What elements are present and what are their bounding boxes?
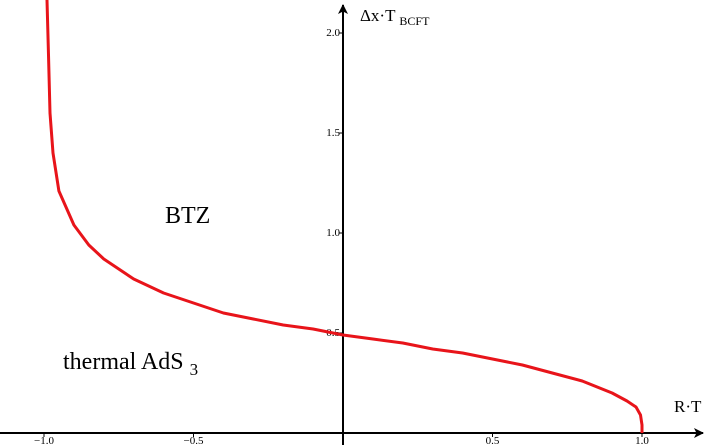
annotation-btz: BTZ [165, 203, 210, 229]
y-tick-label: 1.0 [326, 227, 340, 239]
annotation-thermal-ads-main: thermal AdS [63, 349, 184, 375]
x-axis-label: R·T [674, 397, 702, 416]
x-tick-label: 1.0 [635, 435, 649, 447]
ticks: −1.0 −0.5 0.5 1.00.51.01.52.0 [34, 27, 649, 447]
series-line [45, 0, 644, 433]
x-tick-label: −0.5 [184, 435, 204, 447]
x-tick-label: −1.0 [34, 435, 54, 447]
y-axis-label-subscript: BCFT [399, 14, 430, 28]
y-tick-label: 1.5 [326, 127, 340, 139]
annotation-thermal-ads: thermal AdS 3 [63, 349, 198, 379]
x-tick-label: 0.5 [486, 435, 500, 447]
annotation-thermal-ads-subscript: 3 [190, 360, 199, 379]
labels: R·T Δx·T BCFT BTZ thermal AdS 3 [63, 6, 702, 416]
series [45, 0, 644, 433]
axes [0, 4, 704, 445]
y-axis-label: Δx·T BCFT [360, 6, 430, 28]
y-tick-label: 2.0 [326, 27, 340, 39]
y-axis-label-main: Δx·T [360, 6, 396, 25]
